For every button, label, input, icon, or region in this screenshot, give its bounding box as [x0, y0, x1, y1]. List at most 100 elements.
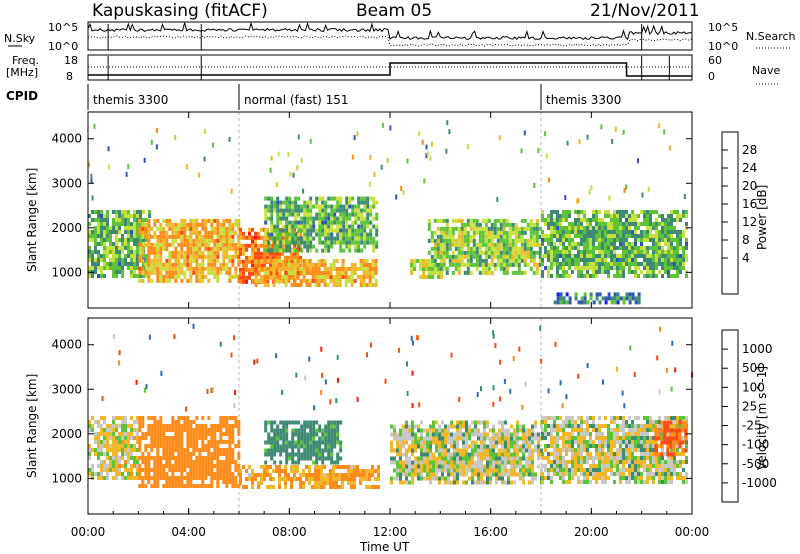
heatmap-cell: [294, 224, 298, 229]
heatmap-cell: [457, 250, 461, 255]
heatmap-cell: [483, 472, 486, 477]
heatmap-cell: [327, 424, 331, 429]
heatmap-cell: [312, 432, 316, 437]
heatmap-cell: [586, 222, 589, 226]
heatmap-cell: [106, 464, 109, 468]
heatmap-cell: [180, 416, 184, 420]
heatmap-cell: [251, 247, 254, 252]
heatmap-cell: [293, 259, 297, 263]
heatmap-cell: [583, 292, 587, 297]
heatmap-cell: [613, 222, 616, 226]
heatmap-cell: [682, 214, 685, 218]
heatmap-cell: [276, 224, 280, 229]
heatmap-cell: [628, 230, 631, 234]
heatmap-cell: [174, 250, 178, 255]
heatmap-cell: [646, 230, 649, 234]
heatmap-cell: [216, 278, 220, 283]
heatmap-cell: [430, 141, 433, 147]
heatmap-cell: [207, 452, 211, 456]
heatmap-cell: [550, 222, 553, 226]
heatmap-cell: [204, 242, 208, 247]
heatmap-cell: [222, 432, 226, 436]
heatmap-cell: [329, 473, 332, 477]
heatmap-cell: [183, 452, 187, 456]
heatmap-cell: [192, 460, 196, 464]
heatmap-cell: [288, 240, 292, 245]
heatmap-cell: [332, 279, 336, 283]
heatmap-cell: [260, 243, 263, 248]
heatmap-cell: [330, 228, 334, 233]
heatmap-cell: [251, 227, 254, 232]
heatmap-cell: [616, 292, 620, 297]
heatmap-cell: [186, 258, 190, 263]
heatmap-cell: [112, 250, 115, 254]
heatmap-cell: [541, 476, 544, 480]
heatmap-cell: [619, 270, 622, 274]
heatmap-cell: [324, 456, 328, 461]
heatmap-cell: [189, 476, 193, 480]
heatmap-cell: [234, 484, 238, 488]
heatmap-cell: [450, 444, 453, 449]
heatmap-cell: [610, 420, 613, 424]
heatmap-cell: [616, 254, 619, 258]
heatmap-cell: [496, 258, 500, 263]
heatmap-cell: [493, 266, 497, 271]
heatmap-cell: [619, 226, 622, 230]
heatmap-cell: [207, 448, 211, 452]
heatmap-cell: [180, 452, 184, 456]
heatmap-cell: [330, 444, 334, 449]
heatmap-cell: [366, 204, 370, 209]
heatmap-cell: [228, 424, 232, 428]
heatmap-cell: [237, 472, 241, 476]
heatmap-cell: [571, 262, 574, 266]
heatmap-cell: [505, 242, 509, 247]
heatmap-cell: [317, 267, 321, 271]
heatmap-cell: [472, 230, 476, 235]
heatmap-cell: [369, 240, 373, 245]
heatmap-cell: [138, 448, 142, 452]
heatmap-cell: [487, 266, 491, 271]
heatmap-cell: [171, 420, 175, 424]
heatmap-cell: [183, 428, 187, 432]
heatmap-cell: [658, 242, 661, 246]
heatmap-cell: [523, 254, 527, 259]
heatmap-cell: [670, 274, 673, 278]
heatmap-cell: [201, 262, 205, 267]
heatmap-cell: [550, 476, 553, 480]
heatmap-cell: [375, 224, 379, 229]
heatmap-cell: [559, 464, 562, 468]
heatmap-cell: [565, 416, 568, 420]
heatmap-cell: [165, 436, 169, 440]
heatmap-cell: [541, 238, 544, 242]
heatmap-cell: [414, 432, 417, 437]
heatmap-cell: [317, 477, 320, 481]
heatmap-cell: [219, 432, 223, 436]
heatmap-cell: [109, 262, 112, 266]
heatmap-cell: [315, 440, 319, 445]
heatmap-cell: [477, 460, 480, 465]
heatmap-cell: [109, 464, 112, 468]
heatmap-cell: [568, 440, 571, 444]
heatmap-cell: [329, 485, 332, 489]
heatmap-cell: [210, 476, 214, 480]
heatmap-cell: [670, 266, 673, 270]
heatmap-cell: [156, 460, 160, 464]
heatmap-cell: [433, 270, 437, 275]
heatmap-cell: [216, 428, 220, 432]
heatmap-cell: [507, 444, 510, 449]
heatmap-cell: [351, 236, 355, 241]
heatmap-cell: [345, 196, 349, 201]
heatmap-cell: [595, 428, 598, 432]
heatmap-cell: [245, 243, 248, 248]
heatmap-cell: [225, 464, 229, 468]
heatmap-cell: [571, 222, 574, 226]
heatmap-cell: [565, 292, 569, 297]
heatmap-cell: [344, 465, 347, 469]
heatmap-cell: [272, 251, 275, 256]
heatmap-cell: [520, 226, 524, 231]
heatmap-cell: [100, 254, 103, 258]
heatmap-cell: [589, 234, 592, 238]
heatmap-cell: [625, 250, 628, 254]
heatmap-cell: [646, 258, 649, 262]
heatmap-cell: [309, 204, 313, 209]
